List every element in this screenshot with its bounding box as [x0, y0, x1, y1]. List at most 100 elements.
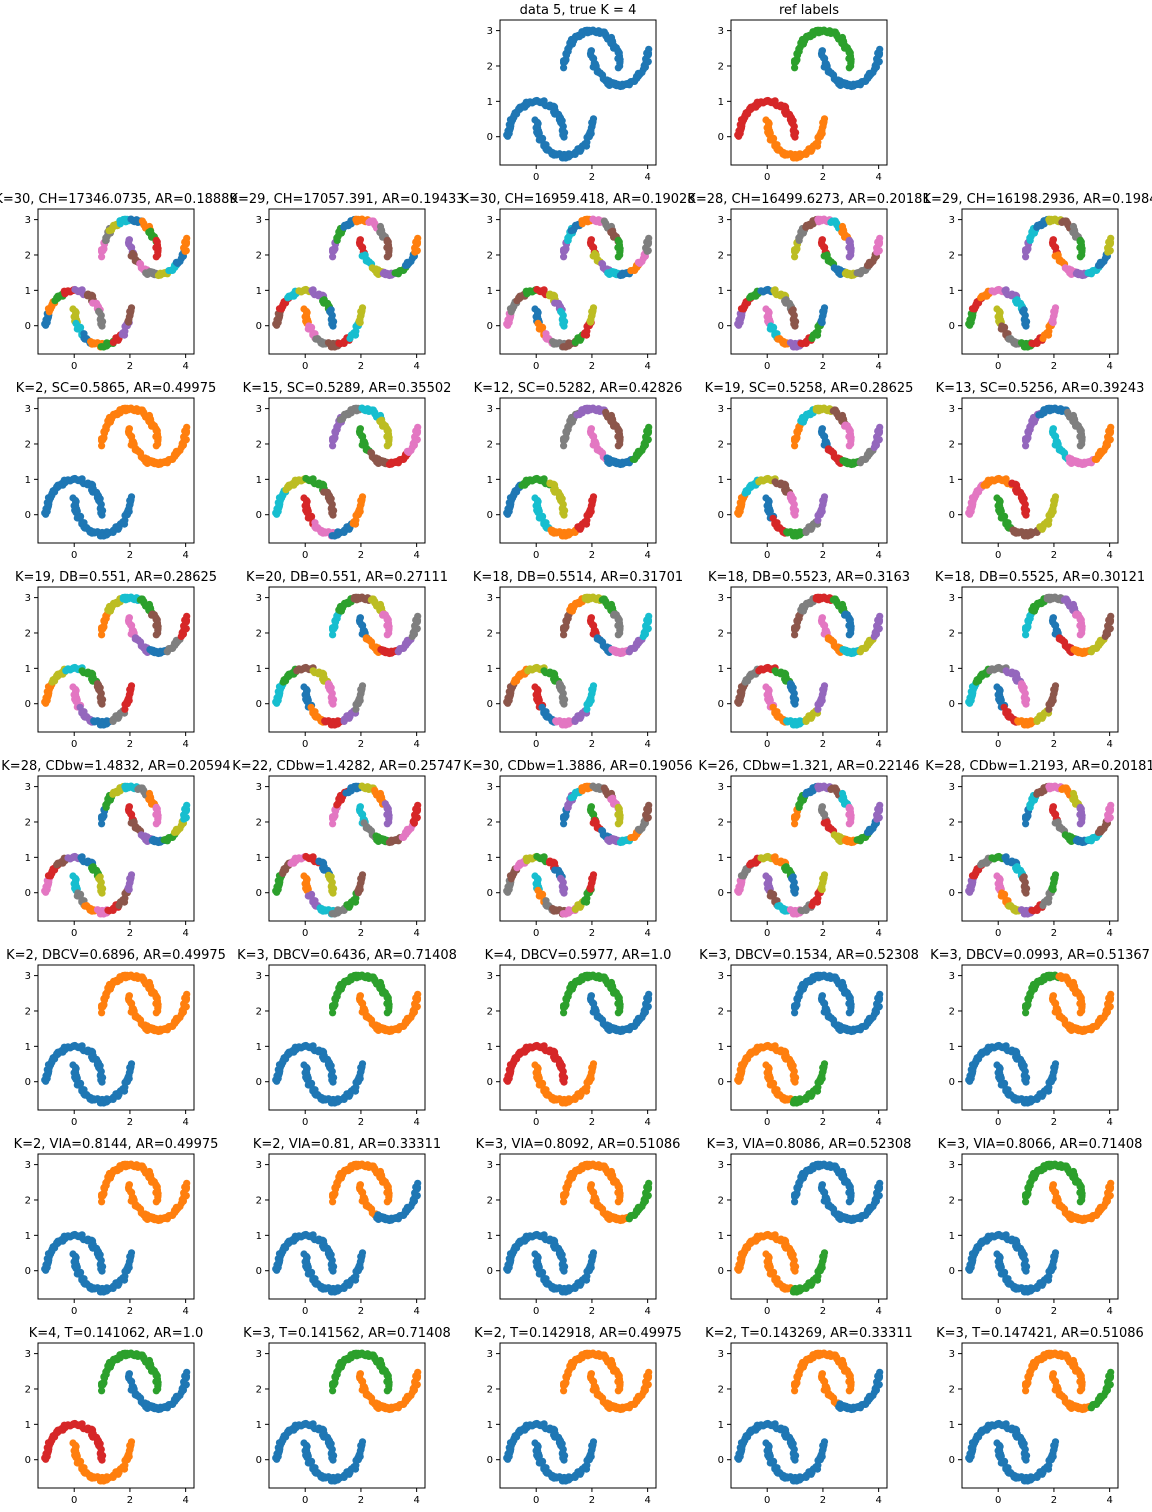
- subplot-title: K=18, DB=0.5523, AR=0.3163: [708, 570, 910, 585]
- scatter-point: [358, 682, 367, 690]
- axes-frame: [961, 208, 1119, 355]
- scatter-point: [614, 442, 622, 450]
- y-tick-label: 2: [949, 250, 955, 261]
- axes-frame: [499, 586, 657, 733]
- y-tick-label: 2: [718, 439, 724, 450]
- scatter-point: [876, 612, 884, 620]
- y-tick-label: 3: [25, 215, 31, 226]
- axes-frame: [37, 208, 195, 355]
- x-tick-label: 2: [1051, 550, 1057, 561]
- scatter-point: [820, 304, 829, 312]
- scatter-point: [820, 682, 829, 690]
- subplot-title: K=29, CH=17057.391, AR=0.19433: [229, 192, 464, 207]
- y-tick-label: 3: [25, 404, 31, 415]
- scatter-point: [328, 698, 336, 706]
- axes-frame: [499, 397, 657, 544]
- y-tick-label: 1: [25, 286, 31, 297]
- axes-frame: [268, 397, 426, 544]
- y-tick-label: 3: [718, 215, 724, 226]
- axes-frame: [268, 586, 426, 733]
- subplot-title: K=2, SC=0.5865, AR=0.49975: [16, 381, 217, 396]
- y-tick-label: 1: [487, 475, 493, 486]
- scatter-point: [559, 320, 567, 328]
- axes-frame: [268, 208, 426, 355]
- y-tick-label: 0: [949, 510, 955, 521]
- scatter-point: [1021, 698, 1029, 706]
- scatter-point: [820, 115, 829, 123]
- x-tick-label: 4: [182, 550, 188, 561]
- y-tick-label: 0: [487, 699, 493, 710]
- scatter-point: [876, 234, 884, 242]
- scatter-point: [645, 423, 653, 431]
- x-tick-label: 2: [820, 361, 826, 372]
- y-tick-label: 0: [25, 510, 31, 521]
- subplot-title: K=28, CH=16499.6273, AR=0.20181: [687, 192, 930, 207]
- y-tick-label: 1: [25, 664, 31, 675]
- scatter-point: [358, 304, 367, 312]
- scatter-point: [127, 493, 136, 501]
- scatter-point: [1051, 493, 1060, 501]
- x-tick-label: 2: [127, 739, 133, 750]
- y-tick-label: 1: [487, 664, 493, 675]
- y-tick-label: 2: [256, 250, 262, 261]
- subplot-title: K=19, DB=0.551, AR=0.28625: [15, 570, 217, 585]
- y-tick-label: 3: [256, 593, 262, 604]
- x-tick-label: 4: [644, 361, 650, 372]
- x-tick-label: 2: [358, 361, 364, 372]
- x-tick-label: 0: [533, 550, 539, 561]
- x-tick-label: 0: [764, 739, 770, 750]
- scatter-point: [559, 509, 567, 517]
- scatter-point: [328, 509, 336, 517]
- subplot-title: K=12, SC=0.5282, AR=0.42826: [474, 381, 683, 396]
- y-tick-label: 3: [718, 593, 724, 604]
- y-tick-label: 0: [256, 699, 262, 710]
- x-tick-label: 2: [820, 550, 826, 561]
- subplot-title: ref labels: [779, 3, 839, 18]
- axes-frame: [37, 397, 195, 544]
- y-tick-label: 0: [487, 321, 493, 332]
- y-tick-label: 1: [487, 97, 493, 108]
- x-tick-label: 0: [71, 361, 77, 372]
- scatter-point: [614, 64, 622, 72]
- y-tick-label: 1: [718, 475, 724, 486]
- scatter-point: [845, 631, 853, 639]
- x-tick-label: 0: [71, 739, 77, 750]
- scatter-point: [645, 45, 653, 53]
- x-tick-label: 2: [127, 550, 133, 561]
- y-tick-label: 0: [256, 321, 262, 332]
- axes-frame: [730, 208, 888, 355]
- y-tick-label: 1: [718, 97, 724, 108]
- y-tick-label: 1: [256, 664, 262, 675]
- y-tick-label: 2: [487, 628, 493, 639]
- scatter-point: [790, 509, 798, 517]
- y-tick-label: 2: [487, 250, 493, 261]
- x-tick-label: 2: [358, 550, 364, 561]
- x-tick-label: 4: [644, 172, 650, 183]
- scatter-point: [589, 493, 598, 501]
- x-tick-label: 4: [413, 739, 419, 750]
- scatter-point: [876, 45, 884, 53]
- x-tick-label: 0: [533, 739, 539, 750]
- y-tick-label: 3: [949, 404, 955, 415]
- scatter-point: [328, 320, 336, 328]
- y-tick-label: 1: [949, 286, 955, 297]
- y-tick-label: 1: [256, 286, 262, 297]
- scatter-point: [820, 493, 829, 501]
- x-tick-label: 0: [71, 550, 77, 561]
- axes-frame: [499, 208, 657, 355]
- scatter-point: [559, 698, 567, 706]
- x-tick-label: 2: [1051, 361, 1057, 372]
- scatter-point: [1076, 442, 1084, 450]
- scatter-point: [183, 423, 191, 431]
- y-tick-label: 2: [718, 250, 724, 261]
- y-tick-label: 1: [949, 475, 955, 486]
- scatter-point: [383, 631, 391, 639]
- scatter-point: [97, 698, 105, 706]
- scatter-point: [183, 234, 191, 242]
- y-tick-label: 2: [718, 61, 724, 72]
- y-tick-label: 3: [487, 215, 493, 226]
- y-tick-label: 2: [25, 250, 31, 261]
